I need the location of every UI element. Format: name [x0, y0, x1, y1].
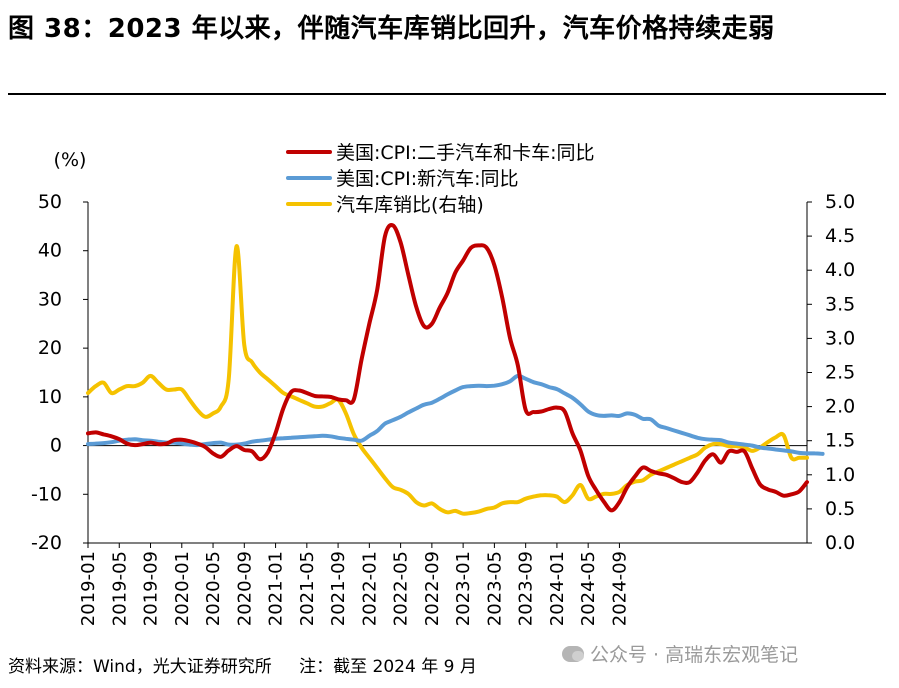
right-tick-label: 1.5: [825, 430, 855, 452]
left-tick-label: -20: [31, 532, 62, 554]
left-tick-label: 50: [38, 191, 62, 213]
right-tick-label: 0.0: [825, 532, 855, 554]
right-tick-label: 4.5: [825, 225, 855, 247]
x-tick-label: 2021-05: [297, 551, 318, 626]
left-tick-label: 20: [38, 337, 62, 359]
wechat-icon: [562, 645, 584, 662]
right-tick-label: 4.0: [825, 259, 855, 281]
x-tick-label: 2022-09: [422, 551, 443, 626]
left-axis-unit: (%): [54, 149, 87, 171]
source-text: 资料来源：Wind，光大证券研究所: [8, 657, 272, 677]
x-tick-label: 2024-01: [547, 551, 568, 626]
left-tick-label: 0: [50, 435, 62, 457]
x-tick-label: 2022-05: [391, 551, 412, 626]
left-tick-label: 40: [38, 240, 62, 262]
x-tick-label: 2021-09: [328, 551, 349, 626]
x-tick-label: 2022-01: [359, 551, 380, 626]
right-tick-label: 5.0: [825, 191, 855, 213]
legend-label-1: 美国:CPI:新汽车:同比: [336, 168, 519, 190]
x-tick-label: 2020-01: [172, 551, 193, 626]
title-divider: [8, 93, 886, 95]
note-text: 注：截至 2024 年 9 月: [299, 657, 477, 677]
figure-title: 图 38：2023 年以来，伴随汽车库销比回升，汽车价格持续走弱: [8, 14, 775, 44]
legend-label-0: 美国:CPI:二手汽车和卡车:同比: [336, 142, 595, 164]
x-tick-label: 2021-01: [266, 551, 287, 626]
left-tick-label: 30: [38, 288, 62, 310]
left-tick-label: -10: [31, 483, 62, 505]
right-tick-label: 3.0: [825, 327, 855, 349]
x-tick-label: 2020-09: [234, 551, 255, 626]
x-tick-label: 2023-05: [484, 551, 505, 626]
x-tick-label: 2019-09: [141, 551, 162, 626]
x-tick-label: 2024-09: [609, 551, 630, 626]
source-footer: 资料来源：Wind，光大证券研究所 注：截至 2024 年 9 月: [8, 652, 477, 677]
watermark: 公众号 · 高瑞东宏观笔记: [562, 640, 798, 667]
x-tick-label: 2023-09: [516, 551, 537, 626]
right-tick-label: 2.5: [825, 362, 855, 384]
right-tick-label: 1.0: [825, 464, 855, 486]
x-tick-label: 2019-05: [109, 551, 130, 626]
x-tick-label: 2024-05: [578, 551, 599, 626]
legend-label-2: 汽车库销比(右轴): [336, 194, 484, 216]
x-tick-label: 2020-05: [203, 551, 224, 626]
chart-series: [86, 223, 825, 516]
x-tick-label: 2023-01: [453, 551, 474, 626]
series-line-2: [86, 244, 809, 516]
series-line-1: [86, 373, 825, 456]
series-line-0: [86, 223, 809, 513]
right-tick-label: 0.5: [825, 498, 855, 520]
right-tick-label: 3.5: [825, 293, 855, 315]
right-tick-label: 2.0: [825, 396, 855, 418]
watermark-text: 公众号 · 高瑞东宏观笔记: [590, 644, 799, 666]
left-tick-label: 10: [38, 386, 62, 408]
x-tick-label: 2019-01: [78, 551, 99, 626]
chart-axes: 50 40 30 20 10 0 -10 -20 (%) 5.0 4.5 4.0 3.5 3.0 2.5 2.…: [31, 149, 855, 626]
